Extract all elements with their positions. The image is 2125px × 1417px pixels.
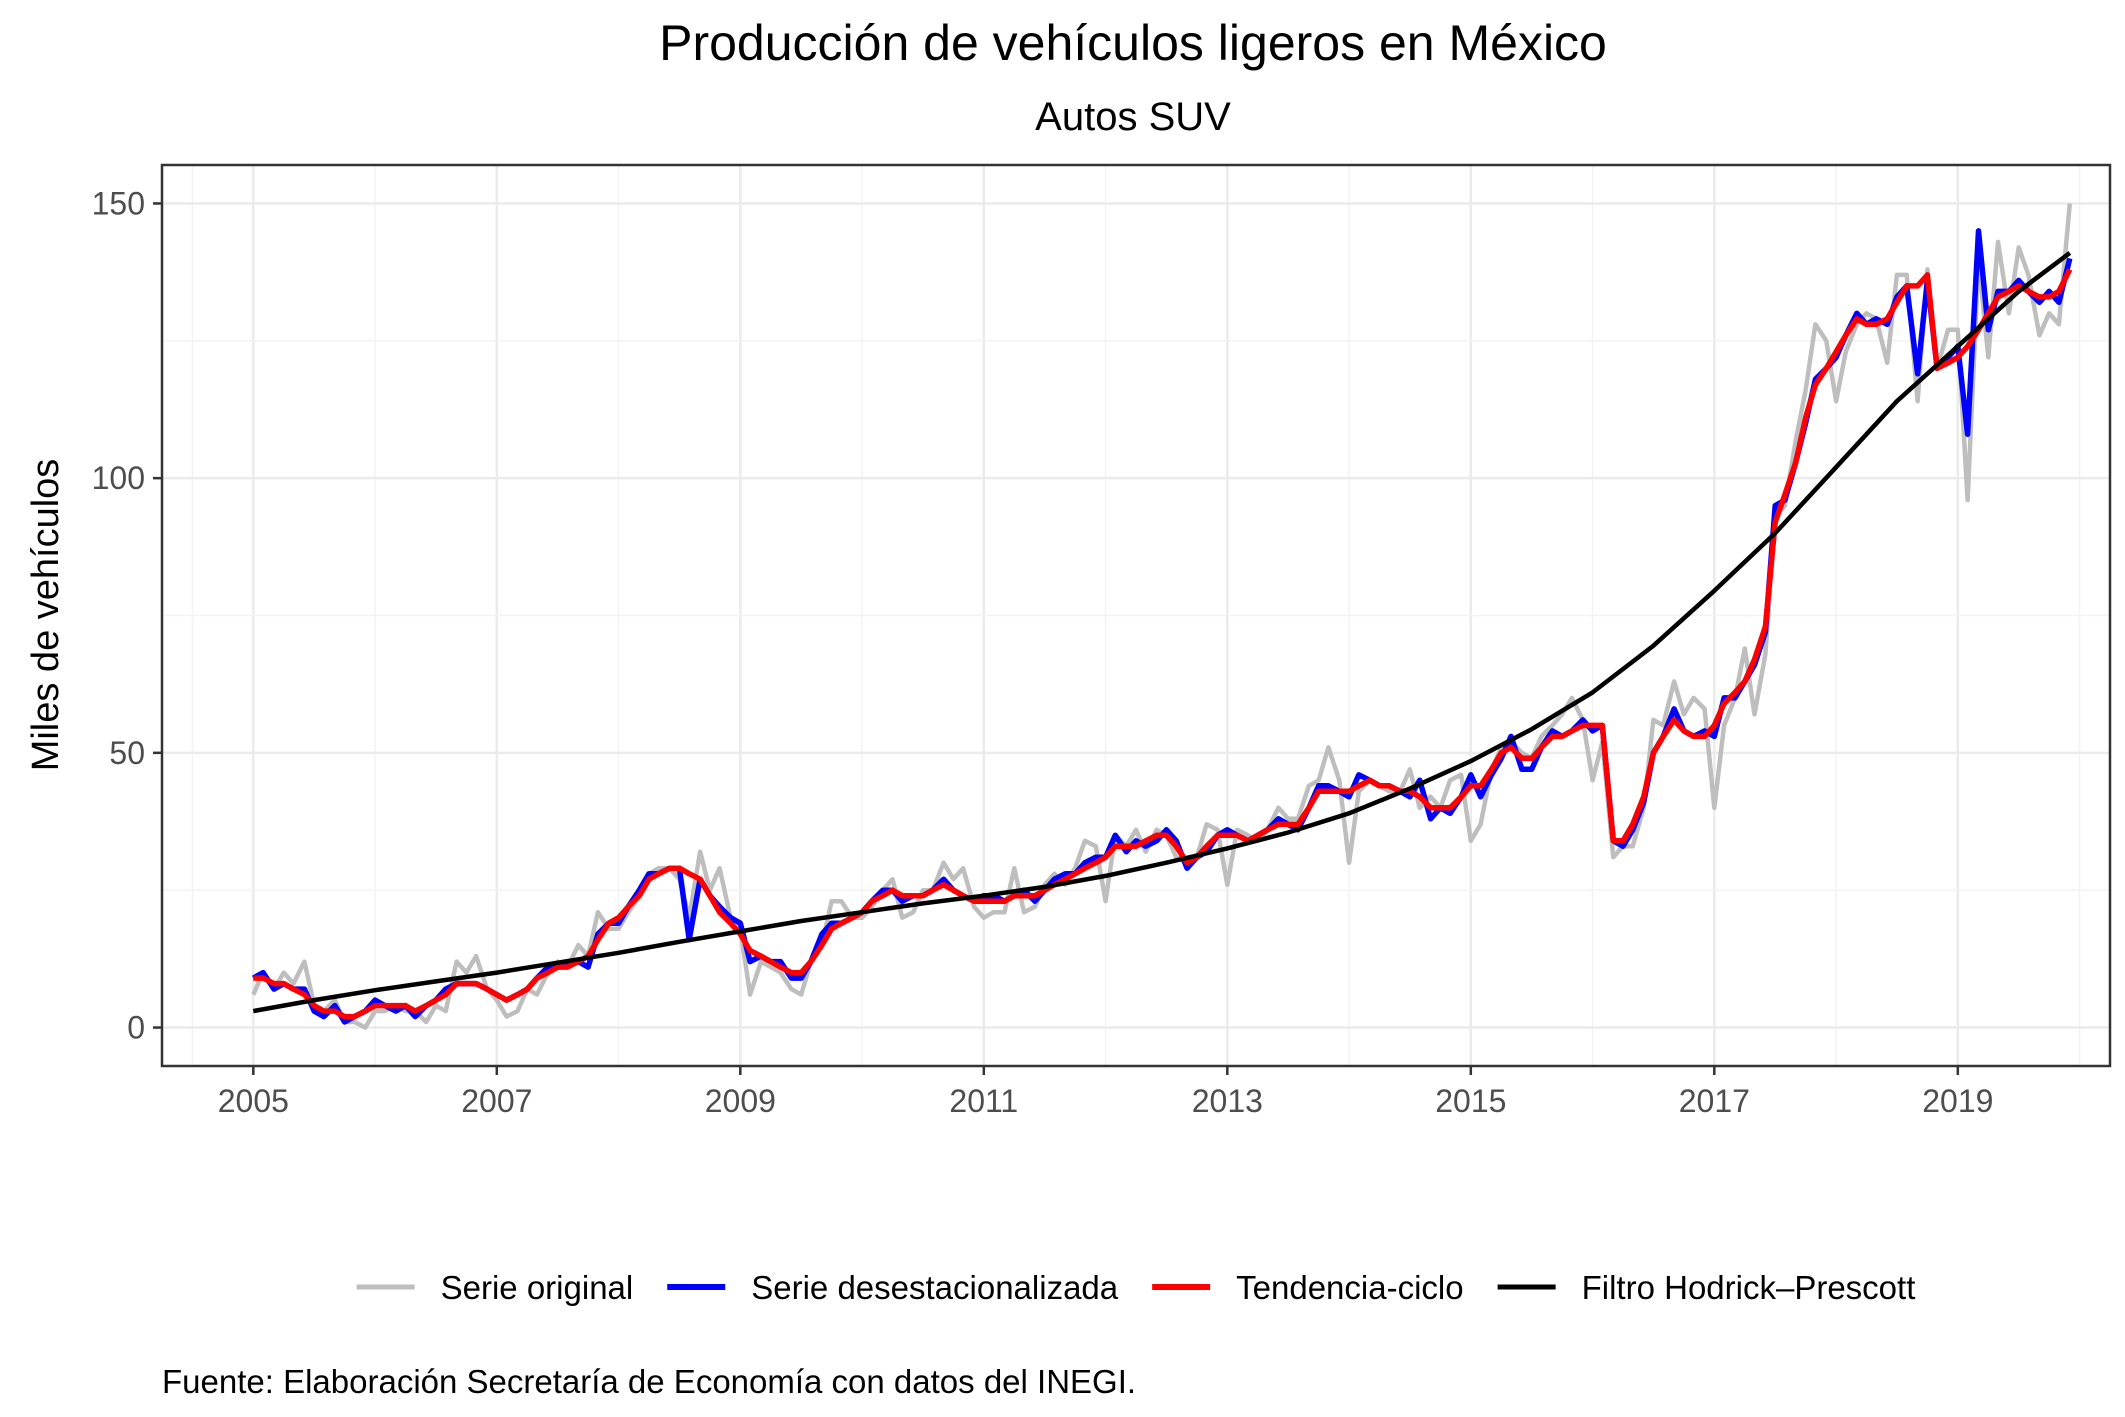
legend-label: Serie desestacionalizada xyxy=(751,1269,1119,1306)
chart-title: Producción de vehículos ligeros en Méxic… xyxy=(659,15,1607,71)
series-line-2 xyxy=(251,228,2073,1025)
y-tick-label: 150 xyxy=(92,185,145,221)
legend-label: Serie original xyxy=(441,1269,634,1306)
grid-lines xyxy=(162,165,2110,1066)
y-tick-label: 50 xyxy=(109,735,145,771)
x-tick-label: 2011 xyxy=(949,1083,1018,1119)
legend-label: Filtro Hodrick–Prescott xyxy=(1582,1269,1916,1306)
x-tick-label: 2015 xyxy=(1435,1083,1506,1119)
axes: 2005 2007 2009 2011 2013 2015 2017 2019 0 50 100 15… xyxy=(92,185,1994,1119)
y-tick-label: 0 xyxy=(127,1010,145,1046)
legend: Serie original Serie desestacionalizada Te… xyxy=(356,1269,1916,1306)
x-tick-label: 2009 xyxy=(705,1083,776,1119)
plot-panel-border xyxy=(160,163,2112,1068)
x-tick-label: 2013 xyxy=(1192,1083,1263,1119)
series-line-4 xyxy=(252,251,2072,1014)
y-axis-label: Miles de vehículos xyxy=(25,459,67,772)
x-tick-label: 2017 xyxy=(1679,1083,1750,1119)
series-line-3 xyxy=(253,268,2073,1020)
chart-caption: Fuente: Elaboración Secretaría de Econom… xyxy=(162,1363,1136,1400)
legend-label: Tendencia-ciclo xyxy=(1236,1269,1463,1306)
y-tick-label: 100 xyxy=(92,460,145,496)
data-series xyxy=(251,203,2073,1030)
x-tick-label: 2007 xyxy=(461,1083,532,1119)
x-tick-label: 2005 xyxy=(218,1083,289,1119)
chart-subtitle: Autos SUV xyxy=(1035,95,1231,139)
x-tick-label: 2019 xyxy=(1922,1083,1993,1119)
